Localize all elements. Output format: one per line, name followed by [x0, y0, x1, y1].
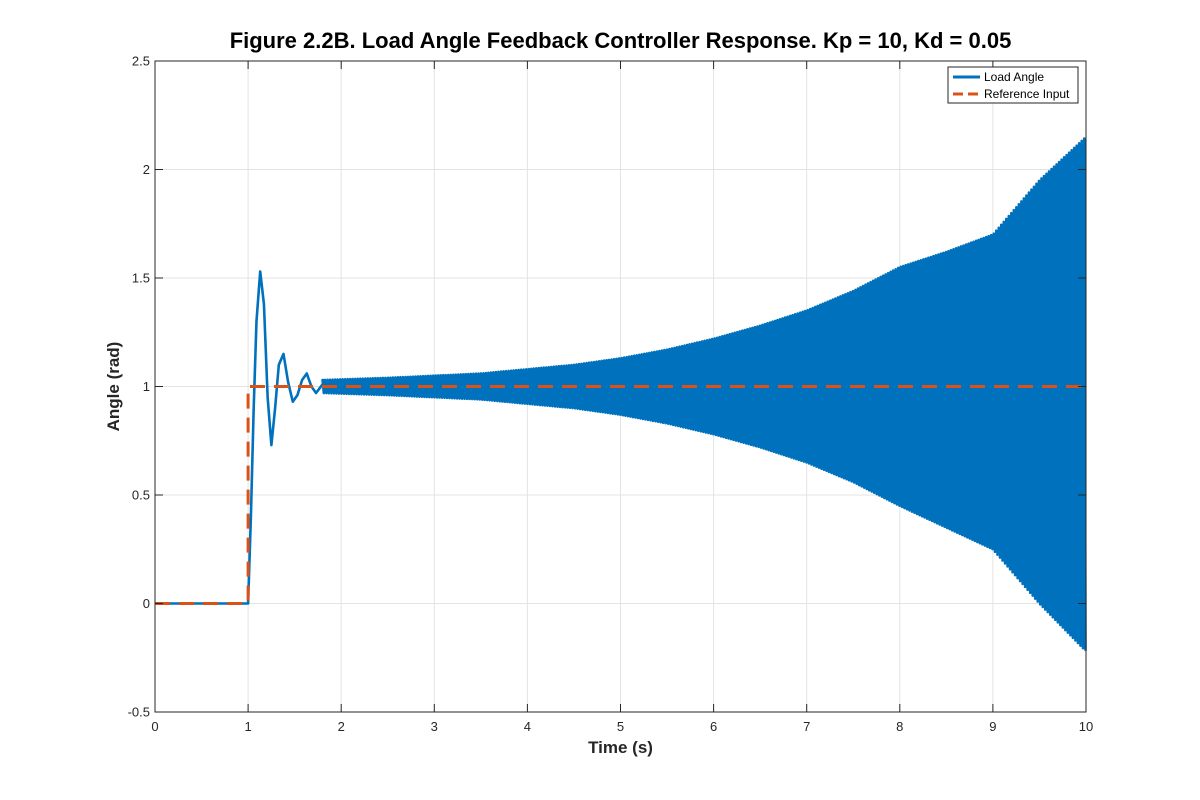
legend-label-reference-input: Reference Input [984, 87, 1070, 101]
series-layer [155, 137, 1087, 651]
x-tick-label: 2 [338, 719, 345, 734]
x-tick-label: 6 [710, 719, 717, 734]
x-tick-label: 9 [989, 719, 996, 734]
legend-box [947, 66, 1079, 104]
x-axis-label: Time (s) [588, 738, 653, 757]
y-axis-label: Angle (rad) [104, 342, 123, 432]
chart-title: Figure 2.2B. Load Angle Feedback Control… [230, 28, 1012, 53]
axis-ticks [154, 60, 1087, 713]
y-tick-label: 2.5 [132, 54, 150, 69]
x-tick-label: 7 [803, 719, 810, 734]
tick-labels: 0 1 2 3 4 5 6 7 8 9 10-0.500.511.522.5 [128, 54, 1094, 735]
x-tick-label: 10 [1079, 719, 1093, 734]
y-tick-label: 2 [143, 162, 150, 177]
x-tick-label: 5 [617, 719, 624, 734]
x-tick-label: 3 [431, 719, 438, 734]
legend: Load Angle Reference Input [947, 66, 1079, 104]
x-tick-label: 8 [896, 719, 903, 734]
legend-label-load-angle: Load Angle [984, 70, 1044, 84]
y-tick-label: 0 [143, 596, 150, 611]
x-tick-label: 0 [151, 719, 158, 734]
y-tick-label: 0.5 [132, 488, 150, 503]
y-tick-label: 1.5 [132, 271, 150, 286]
y-tick-label: 1 [143, 379, 150, 394]
series-reference-input-line [155, 385, 1086, 605]
x-tick-label: 4 [524, 719, 531, 734]
y-tick-label: -0.5 [128, 705, 150, 720]
x-tick-label: 1 [244, 719, 251, 734]
